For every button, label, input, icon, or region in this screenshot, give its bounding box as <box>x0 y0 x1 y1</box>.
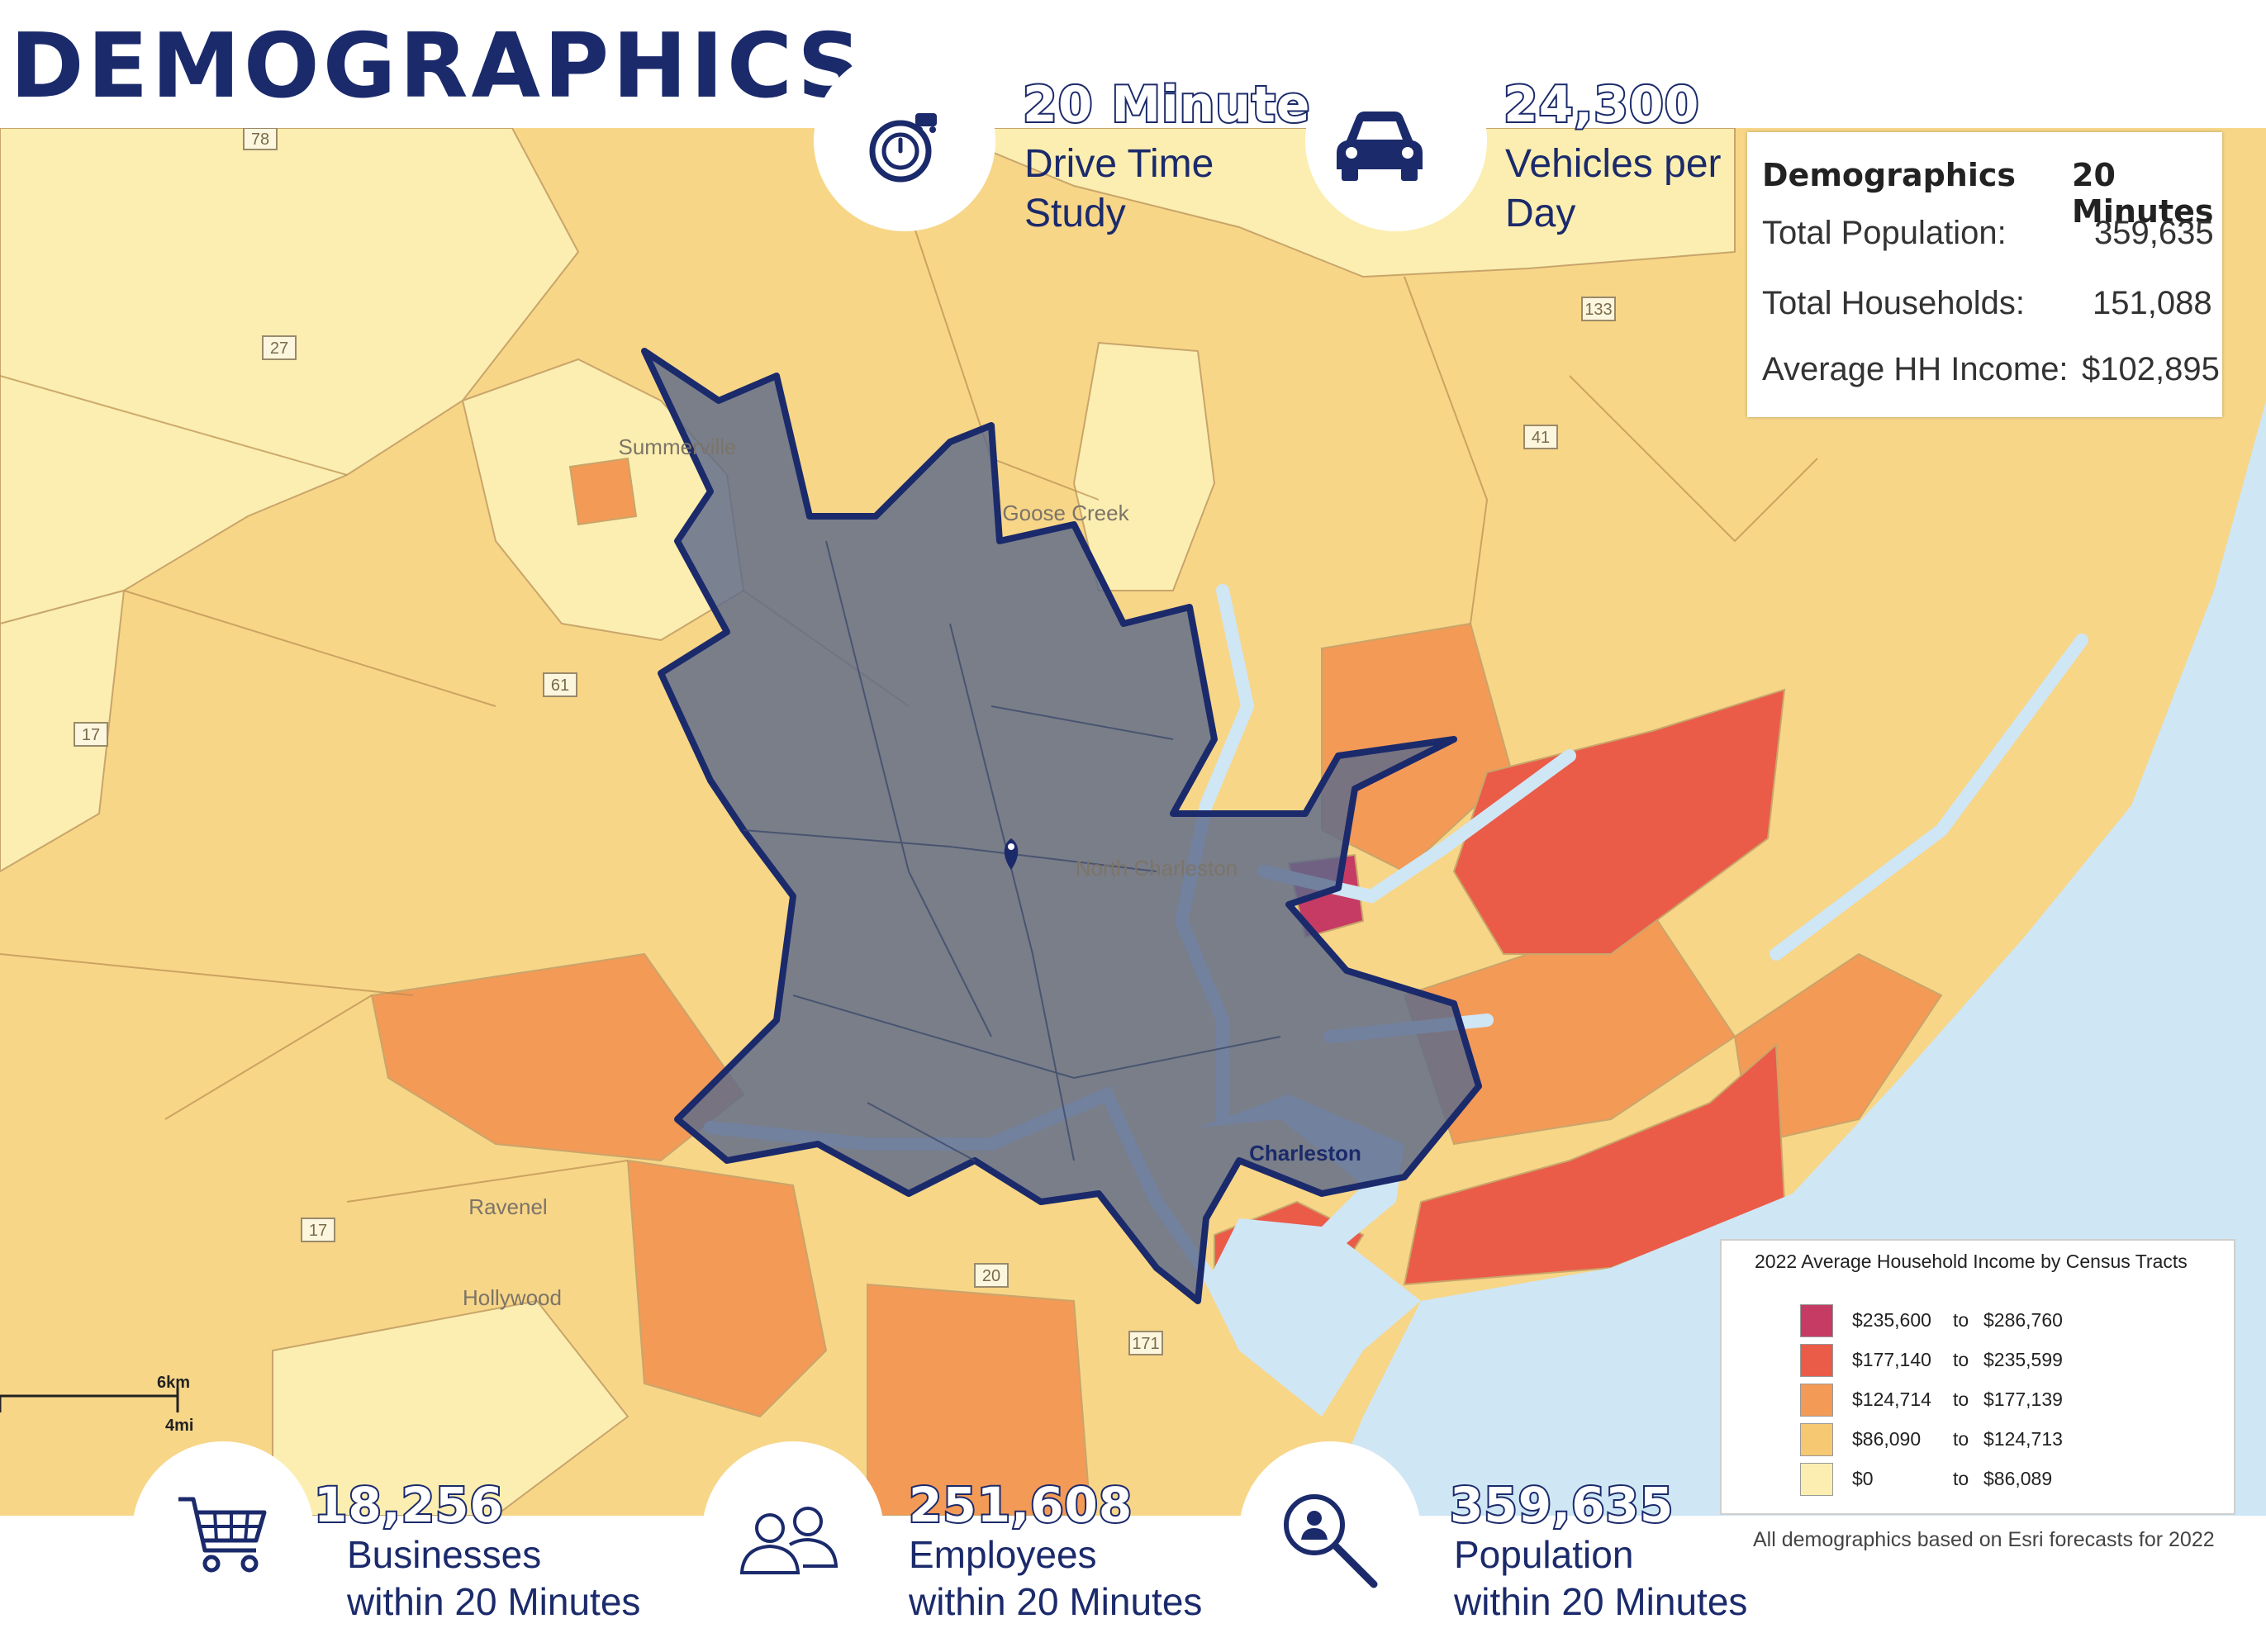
legend-swatch <box>1800 1344 1833 1377</box>
table-header-left: Demographics <box>1762 157 2017 193</box>
legend-high: $286,760 <box>1983 1309 2063 1331</box>
drive-time-number: 20 Minute <box>1021 74 1311 135</box>
population-number: 359,635 <box>1448 1475 1675 1535</box>
table-row-value: 359,635 <box>2094 215 2214 251</box>
map-legend: 2022 Average Household Income by Census … <box>1720 1239 2235 1515</box>
legend-to: to <box>1953 1309 1969 1331</box>
legend-low: $86,090 <box>1852 1428 1922 1450</box>
scale-mi: 4mi <box>165 1417 193 1435</box>
footnote: All demographics based on Esri forecasts… <box>1753 1528 2215 1551</box>
legend-to: to <box>1953 1349 1969 1370</box>
table-row-label: Total Population: <box>1762 215 2007 251</box>
route-shield-label: 17 <box>309 1222 327 1240</box>
legend-low: $0 <box>1852 1468 1874 1489</box>
drive-time-label-1: Drive Time <box>1024 142 1214 186</box>
businesses-label-2: within 20 Minutes <box>347 1580 641 1623</box>
businesses-number: 18,256 <box>312 1475 505 1535</box>
route-shield-label: 61 <box>551 676 569 695</box>
ocean <box>1322 401 2266 1516</box>
tract-low-gc <box>1072 341 1216 591</box>
route-shield: 78 <box>243 128 278 150</box>
route-shield-label: 171 <box>1132 1335 1159 1353</box>
legend-low: $124,714 <box>1852 1389 1931 1410</box>
drive-time-label-2: Study <box>1024 192 1126 235</box>
bottom-stats-bar <box>0 1516 2266 1652</box>
magnifier-person-icon <box>1284 1494 1378 1588</box>
tract-high-1 <box>1452 688 1786 955</box>
legend-high: $86,089 <box>1983 1468 2053 1489</box>
route-shield: 27 <box>262 335 297 360</box>
legend-low: $177,140 <box>1852 1349 1931 1370</box>
route-shield: 171 <box>1128 1331 1163 1355</box>
businesses-badge <box>132 1441 314 1623</box>
tract-mid-5 <box>867 1283 1092 1516</box>
legend-high: $235,599 <box>1983 1349 2063 1370</box>
table-row-label: Average HH Income: <box>1762 351 2069 387</box>
route-shield-label: 133 <box>1584 301 1612 319</box>
route-shield-label: 17 <box>82 726 100 744</box>
route-shield: 17 <box>301 1218 335 1242</box>
route-shield: 17 <box>74 722 108 747</box>
population-label-2: within 20 Minutes <box>1454 1580 1748 1623</box>
shopping-cart-icon <box>178 1497 267 1573</box>
legend-swatch <box>1800 1384 1833 1417</box>
table-row-value: 151,088 <box>2093 285 2212 321</box>
legend-to: to <box>1953 1428 1969 1450</box>
legend-high: $177,139 <box>1983 1389 2063 1410</box>
place-label: Ravenel <box>468 1194 547 1219</box>
route-shield-label: 78 <box>251 131 269 149</box>
population-badge <box>1239 1441 1421 1623</box>
table-row-value: $102,895 <box>2082 351 2220 387</box>
tract-high-2 <box>1403 1042 1786 1286</box>
legend-low: $235,600 <box>1852 1309 1931 1331</box>
drive-zone-tract-lines <box>743 540 1281 1161</box>
traffic-label-1: Vehicles per <box>1505 142 1722 186</box>
legend-high: $124,713 <box>1983 1428 2063 1450</box>
legend-swatch <box>1800 1423 1833 1456</box>
employees-label-2: within 20 Minutes <box>909 1580 1203 1623</box>
table-header-right: 20 Minutes <box>2072 157 2214 230</box>
scale-bar: 6km 4mi <box>0 1374 193 1435</box>
route-shield: 61 <box>543 672 577 697</box>
legend-to: to <box>1953 1468 1969 1489</box>
businesses-label-1: Businesses <box>347 1533 542 1576</box>
place-labels: Summerville Goose Creek North Charleston… <box>463 434 1361 1310</box>
table-row-label: Total Households: <box>1762 285 2025 321</box>
drive-time-badge <box>814 50 995 231</box>
route-shield: 20 <box>974 1263 1009 1288</box>
route-shield-label: 41 <box>1532 429 1550 447</box>
place-label: Hollywood <box>463 1285 562 1310</box>
route-shield: 41 <box>1523 425 1558 449</box>
stopwatch-icon <box>869 113 937 183</box>
drive-time-zone <box>641 348 1482 1304</box>
people-icon <box>739 1507 838 1574</box>
tract-mid-2 <box>626 1159 828 1418</box>
scale-km: 6km <box>157 1374 190 1392</box>
demographics-table: Demographics 20 Minutes Total Population… <box>1747 132 2222 417</box>
employees-badge <box>702 1441 884 1623</box>
legend-to: to <box>1953 1389 1969 1410</box>
population-label-1: Population <box>1454 1533 1634 1576</box>
employees-label-1: Employees <box>909 1533 1097 1576</box>
traffic-number: 24,300 <box>1502 74 1701 135</box>
car-icon <box>1337 112 1423 181</box>
legend-swatch <box>1800 1463 1833 1496</box>
location-pin-icon <box>1004 838 1019 870</box>
legend-title: 2022 Average Household Income by Census … <box>1755 1251 2188 1272</box>
place-label: North Charleston <box>1076 856 1238 881</box>
tract-mid-7 <box>568 457 638 526</box>
employees-number: 251,608 <box>907 1475 1133 1535</box>
tract-mid-1 <box>370 952 745 1162</box>
place-label: Goose Creek <box>1002 501 1129 525</box>
route-shield-label: 20 <box>982 1267 1000 1285</box>
place-label: Summerville <box>618 434 736 459</box>
place-label: Charleston <box>1249 1141 1361 1165</box>
legend-swatch <box>1800 1304 1833 1337</box>
route-shield: 133 <box>1581 297 1616 321</box>
tract-low-west <box>0 589 126 873</box>
traffic-label-2: Day <box>1505 192 1576 235</box>
page-title: DEMOGRAPHICS <box>10 15 865 118</box>
route-shield-label: 27 <box>270 339 288 358</box>
route-shields: 78 27 61 17 17 133 41 171 20 <box>74 128 1616 1355</box>
